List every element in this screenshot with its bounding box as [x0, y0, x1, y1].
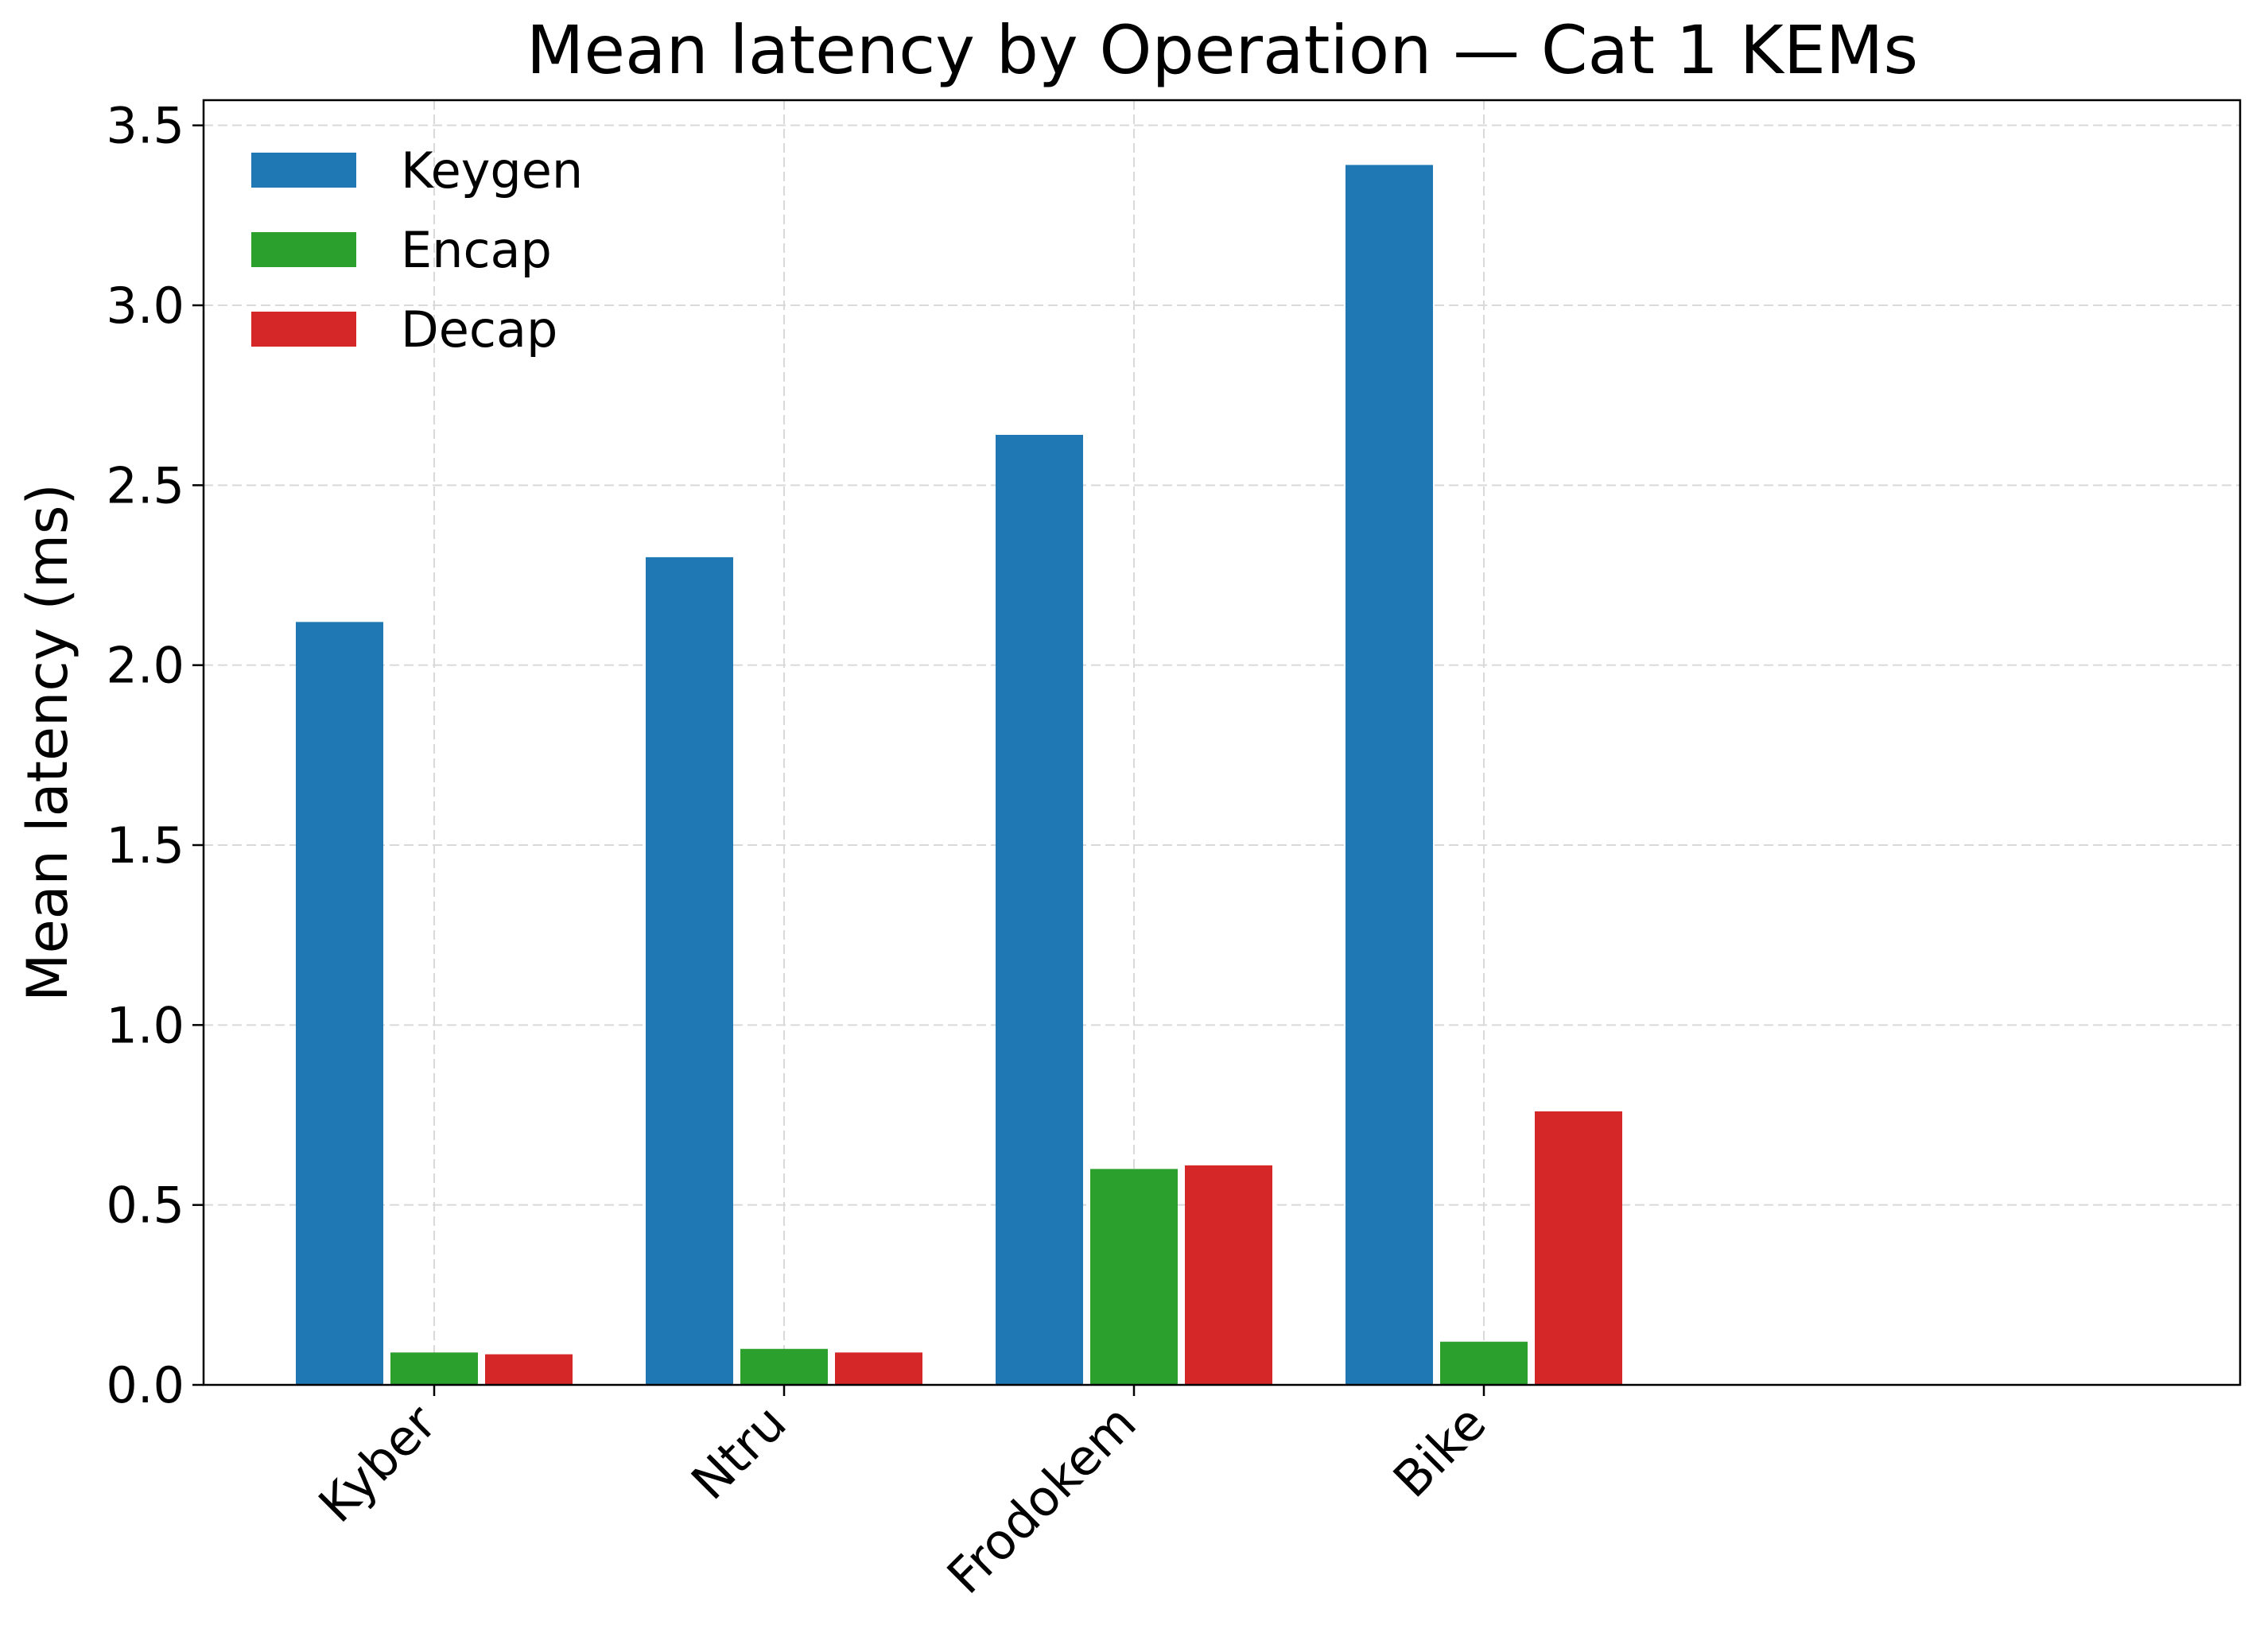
bar-keygen [1346, 165, 1433, 1385]
legend-label: Decap [401, 301, 557, 359]
y-axis-label: Mean latency (ms) [15, 483, 80, 1002]
y-tick-label: 2.5 [106, 456, 184, 514]
bars [296, 165, 1622, 1385]
y-tick-label: 0.5 [106, 1177, 184, 1235]
legend-swatch [251, 312, 356, 347]
y-tick-label: 3.0 [106, 277, 184, 335]
bar-keygen [996, 434, 1083, 1385]
legend-label: Encap [401, 221, 552, 279]
bar-keygen [296, 622, 383, 1385]
bar-decap [1535, 1111, 1622, 1385]
legend-swatch [251, 232, 356, 267]
y-axis: 0.0 0.5 1.0 1.5 2.0 2.5 3.0 3.5 [106, 97, 204, 1414]
bar-encap [390, 1352, 478, 1385]
x-tick-label: Kyber [308, 1394, 448, 1534]
x-tick-label: Ntru [680, 1394, 797, 1510]
x-axis: Kyber Ntru Frodokem Bike [308, 1385, 1497, 1605]
bar-keygen [646, 556, 733, 1385]
y-tick-label: 2.0 [106, 637, 184, 695]
plot-frame [202, 99, 2242, 1386]
y-tick-label: 1.0 [106, 996, 184, 1054]
bar-decap [485, 1354, 573, 1385]
x-tick-label: Bike [1382, 1394, 1497, 1509]
y-tick-label: 3.5 [106, 97, 184, 155]
chart-title: Mean latency by Operation — Cat 1 KEMs [526, 11, 1918, 89]
bar-encap [1090, 1169, 1178, 1385]
y-tick-label: 0.0 [106, 1356, 184, 1414]
legend-swatch [251, 153, 356, 188]
bar-decap [1185, 1165, 1272, 1385]
bar-decap [835, 1352, 922, 1385]
x-tick-label: Frodokem [936, 1394, 1147, 1605]
bar-encap [740, 1348, 828, 1385]
legend: Keygen Encap Decap [251, 142, 583, 359]
bar-encap [1440, 1341, 1528, 1385]
y-tick-label: 1.5 [106, 816, 184, 874]
legend-label: Keygen [401, 142, 583, 200]
